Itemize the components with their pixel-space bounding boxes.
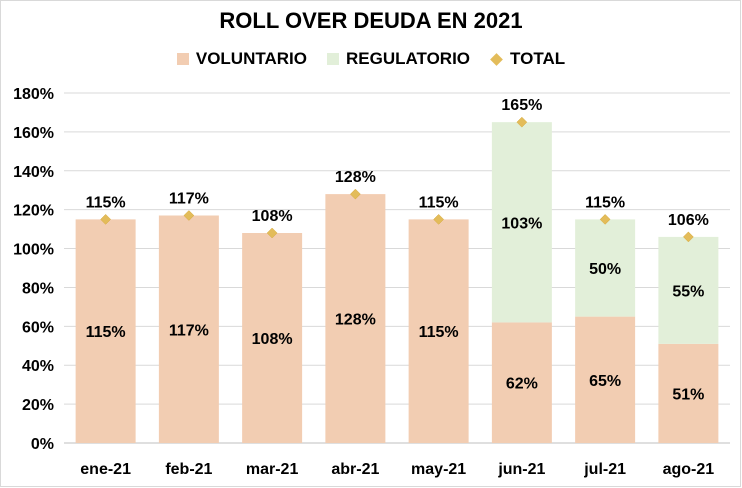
- total-marker: [266, 227, 278, 239]
- data-label-total: 106%: [668, 212, 709, 229]
- data-label-total: 115%: [419, 194, 459, 211]
- data-label-voluntario: 117%: [169, 322, 209, 339]
- data-label-total: 128%: [335, 169, 376, 186]
- total-marker: [100, 214, 111, 225]
- data-label-voluntario: 128%: [335, 312, 376, 329]
- total-marker: [516, 116, 528, 128]
- y-tick-label: 140%: [13, 164, 54, 181]
- y-tick-label: 160%: [13, 125, 54, 142]
- y-tick-label: 180%: [13, 86, 54, 103]
- x-tick-label: abr-21: [331, 461, 379, 478]
- y-tick-label: 40%: [22, 358, 54, 375]
- data-label-regulatorio: 55%: [672, 283, 704, 300]
- bar-voluntario: [325, 194, 386, 443]
- data-label-voluntario: 62%: [506, 376, 538, 393]
- bar-voluntario: [575, 316, 636, 443]
- total-marker: [350, 188, 361, 200]
- bar-voluntario: [158, 215, 219, 443]
- y-tick-label: 120%: [13, 203, 54, 220]
- total-marker: [183, 210, 195, 221]
- y-tick-label: 60%: [22, 319, 54, 336]
- bar-voluntario: [658, 343, 719, 443]
- legend-label-total: TOTAL: [510, 49, 566, 68]
- legend-item-regulatorio: REGULATORIO: [326, 49, 471, 69]
- data-label-total: 165%: [501, 97, 542, 114]
- y-tick-label: 20%: [22, 397, 54, 414]
- bar-voluntario: [408, 219, 469, 443]
- legend-swatch-regulatorio: [326, 53, 339, 65]
- x-tick-label: jun-21: [497, 461, 545, 478]
- data-label-voluntario: 108%: [252, 331, 293, 348]
- legend-label-voluntario: VOLUNTARIO: [195, 49, 307, 68]
- total-marker: [683, 231, 694, 243]
- legend-item-voluntario: VOLUNTARIO: [176, 49, 307, 69]
- data-label-voluntario: 115%: [86, 324, 126, 341]
- x-tick-label: ene-21: [80, 461, 131, 478]
- data-label-total: 108%: [252, 208, 293, 225]
- x-tick-label: ago-21: [663, 461, 715, 478]
- legend-item-total: TOTAL: [490, 49, 565, 69]
- x-tick-label: feb-21: [165, 461, 212, 478]
- total-marker: [433, 214, 444, 225]
- data-label-total: 117%: [169, 191, 209, 208]
- data-label-regulatorio: 50%: [589, 261, 621, 278]
- bar-voluntario: [491, 322, 552, 443]
- y-tick-label: 100%: [13, 242, 54, 259]
- x-tick-label: mar-21: [246, 461, 299, 478]
- bar-regulatorio: [658, 236, 719, 344]
- data-label-total: 115%: [86, 194, 126, 211]
- data-label-voluntario: 65%: [589, 373, 621, 390]
- x-tick-label: may-21: [411, 461, 466, 478]
- data-label-total: 115%: [585, 194, 625, 211]
- bar-voluntario: [75, 219, 136, 443]
- y-tick-label: 80%: [22, 280, 54, 297]
- legend-swatch-voluntario: [176, 53, 189, 65]
- bar-regulatorio: [575, 219, 636, 317]
- bar-voluntario: [242, 233, 303, 443]
- chart-title: ROLL OVER DEUDA EN 2021: [219, 8, 523, 33]
- data-label-regulatorio: 103%: [501, 215, 542, 232]
- legend-label-regulatorio: REGULATORIO: [345, 49, 471, 68]
- chart-legend: VOLUNTARIO REGULATORIO TOTAL: [0, 49, 742, 69]
- y-tick-label: 0%: [31, 436, 54, 453]
- total-marker: [599, 214, 611, 225]
- data-label-voluntario: 115%: [419, 324, 459, 341]
- data-label-voluntario: 51%: [672, 386, 704, 403]
- x-tick-label: jul-21: [583, 461, 626, 478]
- bar-regulatorio: [491, 122, 552, 323]
